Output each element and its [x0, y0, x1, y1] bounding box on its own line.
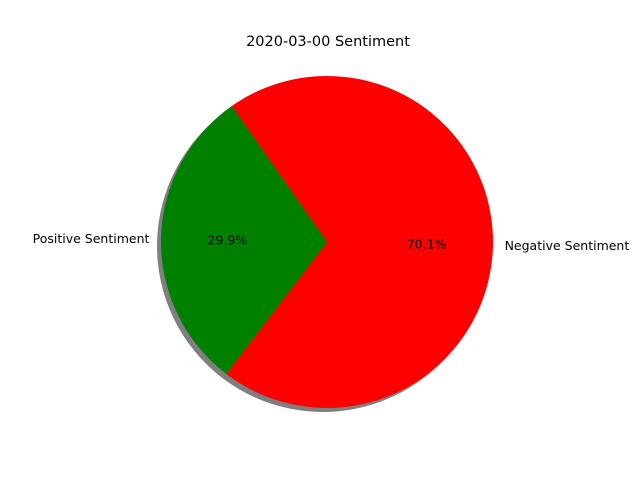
slice-percent-label: 29.9%	[208, 232, 248, 247]
pie-slice-negative-sentiment	[226, 76, 493, 408]
pie-slice-positive-sentiment	[160, 106, 327, 374]
slice-percent-label: 70.1%	[407, 237, 447, 252]
slice-category-label: Negative Sentiment	[505, 238, 630, 253]
chart-title: 2020-03-00 Sentiment	[246, 34, 410, 50]
slice-category-label: Positive Sentiment	[33, 231, 150, 246]
